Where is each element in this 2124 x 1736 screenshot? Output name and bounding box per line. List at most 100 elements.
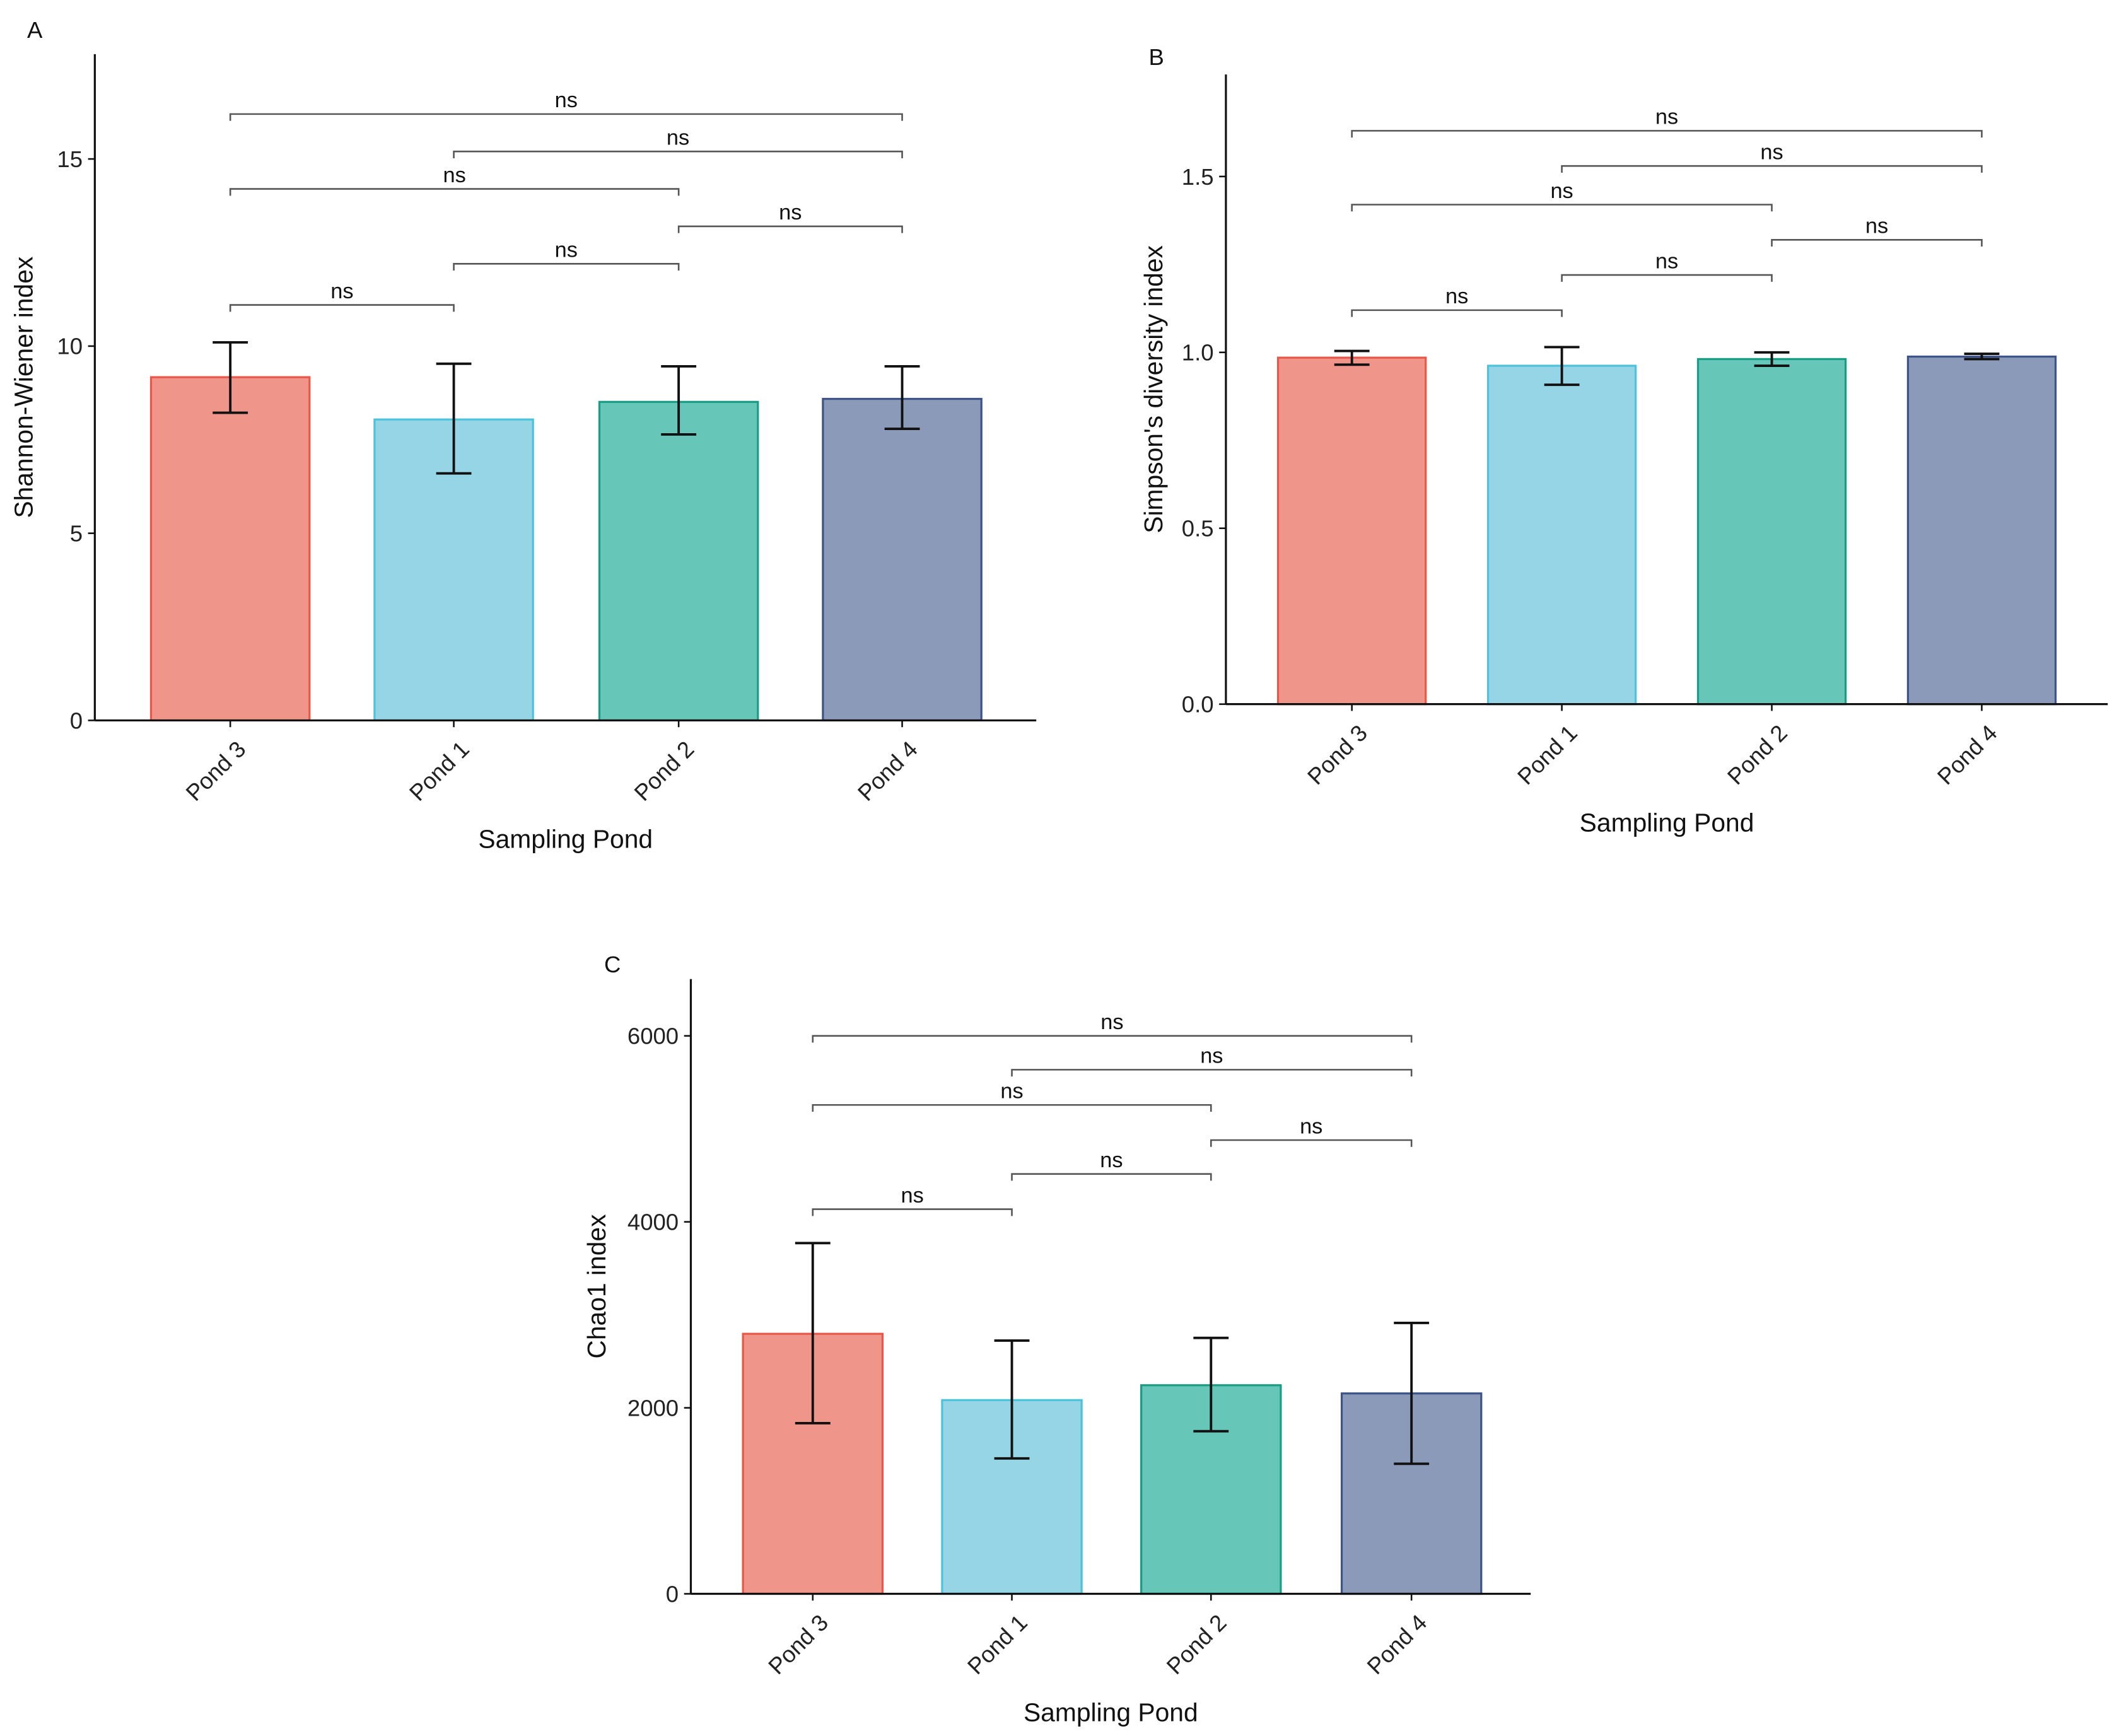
error-bar <box>1394 1322 1430 1465</box>
y-tick-label: 2000 <box>627 1395 679 1421</box>
significance-label: ns <box>1000 1080 1023 1104</box>
bar-pond-1 <box>1486 364 1637 706</box>
significance-label: ns <box>1100 1148 1123 1172</box>
x-tick-label: Pond 1 <box>1512 719 1582 789</box>
panel-letter: A <box>27 17 43 43</box>
significance-label: ns <box>1655 105 1678 129</box>
bracket-line <box>812 1104 1212 1112</box>
significance-bracket: ns <box>1210 1114 1413 1147</box>
significance-label: ns <box>901 1184 923 1208</box>
bar-pond-2 <box>1696 358 1847 706</box>
bracket-line <box>1011 1069 1413 1077</box>
bracket-line <box>1351 204 1773 212</box>
y-tick-label: 1.0 <box>1182 340 1214 366</box>
y-tick-label: 0 <box>70 708 83 733</box>
significance-bracket: ns <box>229 163 680 196</box>
panel-letter: C <box>604 952 621 977</box>
y-tick-label: 0.5 <box>1182 516 1214 542</box>
error-bar <box>1544 346 1580 387</box>
bracket-line <box>1011 1173 1212 1181</box>
error-bar <box>994 1339 1030 1460</box>
significance-bracket: ns <box>1011 1148 1212 1181</box>
significance-label: ns <box>1100 1010 1123 1034</box>
significance-label: ns <box>1550 179 1573 203</box>
y-axis-label: Chao1 index <box>582 1215 611 1359</box>
bracket-line <box>1210 1139 1413 1147</box>
bracket-line <box>677 225 903 233</box>
chart-panel-c: C 0 2000 4000 6000 Pond 3 Pond 1 Pond 2 Pond 4 Sa… <box>582 952 1531 1727</box>
bar-pond-3 <box>149 376 311 722</box>
error-bar <box>1754 351 1790 367</box>
significance-label: ns <box>330 279 353 303</box>
significance-label: ns <box>1300 1114 1322 1138</box>
significance-label: ns <box>1760 140 1783 164</box>
bar-pond-4 <box>1906 355 2057 706</box>
x-axis-label: Sampling Pond <box>1580 808 1754 837</box>
bracket-line <box>1771 239 1983 247</box>
bracket-line <box>812 1035 1413 1043</box>
x-tick-label: Pond 2 <box>1722 719 1792 789</box>
y-tick-label: 0 <box>666 1581 679 1607</box>
significance-label: ns <box>555 88 578 112</box>
significance-bracket: ns <box>1771 214 1983 247</box>
significance-bracket: ns <box>812 1010 1413 1043</box>
significance-bracket: ns <box>453 125 903 158</box>
y-tick-label: 5 <box>70 521 83 547</box>
y-axis-label: Simpson's diversity index <box>1139 245 1168 533</box>
x-tick-label: Pond 3 <box>181 736 251 806</box>
error-bar <box>1193 1336 1229 1433</box>
bracket-line <box>229 188 680 196</box>
x-axis-label: Sampling Pond <box>478 824 653 853</box>
significance-bracket: ns <box>1351 105 1983 138</box>
y-tick-label: 15 <box>57 146 83 172</box>
x-tick-label: Pond 4 <box>1362 1609 1432 1679</box>
bracket-line <box>453 150 903 158</box>
significance-label: ns <box>1865 214 1888 238</box>
significance-bracket: ns <box>812 1080 1212 1112</box>
significance-label: ns <box>1655 249 1678 273</box>
significance-label: ns <box>667 125 689 149</box>
error-bar <box>436 362 472 475</box>
significance-bracket: ns <box>1561 140 1983 173</box>
bracket-line <box>1351 309 1563 317</box>
y-tick-label: 4000 <box>627 1209 679 1235</box>
significance-bracket: ns <box>1011 1044 1413 1077</box>
significance-bracket: ns <box>229 279 455 312</box>
error-bar <box>1964 352 2000 361</box>
significance-label: ns <box>1445 284 1468 308</box>
x-tick-label: Pond 3 <box>1302 719 1372 789</box>
significance-bracket: ns <box>1561 249 1773 282</box>
x-tick-label: Pond 1 <box>404 736 474 806</box>
significance-bracket: ns <box>812 1184 1013 1216</box>
chart-panel-b: B 0.0 0.5 1.0 1.5 Pond 3 Pond 1 Pond 2 Pond 4 Sam… <box>1139 44 2108 837</box>
panel-letter: B <box>1148 44 1164 70</box>
y-axis-label: Shannon-Wiener index <box>9 257 38 518</box>
significance-bracket: ns <box>677 201 903 233</box>
y-tick-label: 1.5 <box>1182 164 1214 190</box>
significance-label: ns <box>779 201 802 224</box>
significance-bracket: ns <box>1351 284 1563 317</box>
x-tick-label: Pond 4 <box>853 736 923 806</box>
error-bar <box>884 364 920 430</box>
bracket-line <box>453 263 680 271</box>
y-tick-label: 6000 <box>627 1023 679 1049</box>
bracket-line <box>1561 165 1983 173</box>
bracket-line <box>812 1208 1013 1216</box>
bar-pond-3 <box>1276 356 1427 706</box>
significance-bracket: ns <box>453 238 680 271</box>
x-tick-label: Pond 2 <box>629 736 699 806</box>
x-tick-label: Pond 3 <box>763 1609 833 1679</box>
y-tick-label: 0.0 <box>1182 692 1214 718</box>
significance-bracket: ns <box>1351 179 1773 212</box>
error-bar <box>213 341 248 414</box>
error-bar <box>1334 349 1370 366</box>
bar-pond-4 <box>822 397 983 722</box>
x-axis-label: Sampling Pond <box>1024 1698 1198 1727</box>
error-bar <box>661 364 697 436</box>
bracket-line <box>229 304 455 312</box>
chart-panel-a: A 0 5 10 15 Pond 3 Pond 1 Pond 2 Pond 4 Sampling … <box>9 17 1037 853</box>
x-tick-label: Pond 1 <box>962 1609 1032 1679</box>
x-tick-label: Pond 2 <box>1162 1609 1232 1679</box>
bracket-line <box>1561 274 1773 282</box>
